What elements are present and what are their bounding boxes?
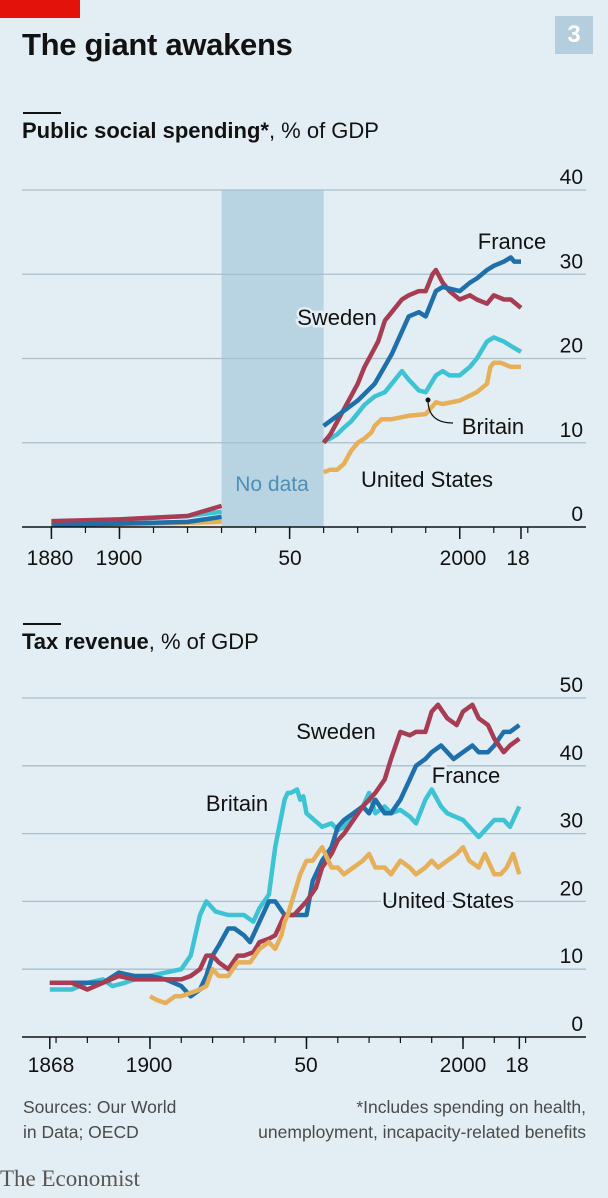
sources-line-2: in Data; OECD [23,1122,139,1142]
page-title: The giant awakens [22,27,293,62]
series-label-united-states: United States [382,888,514,913]
panel-1-unit: , % of GDP [268,118,379,143]
series-line-united-states [148,844,522,1006]
series-line-france [49,723,521,999]
x-tick-label: 50 [278,547,301,570]
series-line-united-states [322,360,521,475]
panel-2-subtitle: Tax revenue, % of GDP [22,629,259,655]
x-tick-label: 1868 [28,1054,75,1077]
footnote-line-1: *Includes spending on health, [356,1097,586,1117]
series-line-sweden [321,267,523,445]
y-tick-label: 20 [560,877,583,900]
economist-red-tab [0,0,80,18]
series-label-britain: Britain [462,414,524,439]
y-tick-label: 20 [560,335,583,358]
panel-1-rule [23,112,61,114]
series-label-sweden: Sweden [296,719,376,744]
series-line-france [322,255,521,428]
y-tick-label: 10 [560,419,583,442]
y-tick-label: 40 [560,166,583,189]
series-label-france: France [432,763,500,788]
y-tick-label: 30 [560,810,583,833]
x-tick-label: 2000 [440,1054,487,1077]
series-label-britain: Britain [206,791,268,816]
y-tick-label: 10 [560,945,583,968]
panel-2-rule [23,623,61,625]
series-line-france [51,514,222,528]
sources-note: Sources: Our World in Data; OECD [23,1095,176,1145]
x-tick-label: 1900 [96,547,143,570]
panel-1-title: Public social spending* [22,118,269,143]
y-tick-label: 40 [560,742,583,765]
y-tick-label: 50 [560,674,583,697]
tax-revenue-chart: 0 10 20 30 40 50 1868 1900 50 2000 18 Sweden France B… [22,674,586,1077]
series-label-sweden: Sweden [297,305,377,330]
panel-1-subtitle: Public social spending*, % of GDP [22,118,379,144]
footnote: *Includes spending on health, unemployme… [258,1095,586,1145]
x-tick-label: 50 [294,1054,317,1077]
series-line-britain [322,335,523,444]
x-tick-label: 1880 [27,547,74,570]
chart-number-badge: 3 [555,16,593,54]
footnote-line-2: unemployment, incapacity-related benefit… [258,1122,586,1142]
y-tick-label: 0 [571,1013,583,1036]
social-spending-chart: No data 0 10 20 30 40 1880 1900 50 2000 18 France Sw… [22,166,586,570]
panel-2-title: Tax revenue [22,629,149,654]
y-tick-label: 30 [560,250,583,273]
series-line-britain [49,787,522,992]
annotation-leader [427,399,454,424]
x-tick-label: 18 [505,1054,528,1077]
series-label-united-states: United States [361,467,493,492]
x-tick-label: 18 [506,547,529,570]
series-line-sweden [49,702,521,992]
y-tick-label: 0 [571,503,583,526]
panel-2-unit: , % of GDP [148,629,259,654]
x-tick-label: 2000 [440,547,487,570]
series-label-france: France [478,229,546,254]
x-tick-label: 1900 [126,1054,173,1077]
sources-line-1: Sources: Our World [23,1097,177,1117]
brand-logo-text: The Economist [0,1166,140,1191]
annotation-dot [425,397,431,403]
series-line-sweden [51,503,223,524]
no-data-label: No data [235,473,309,496]
